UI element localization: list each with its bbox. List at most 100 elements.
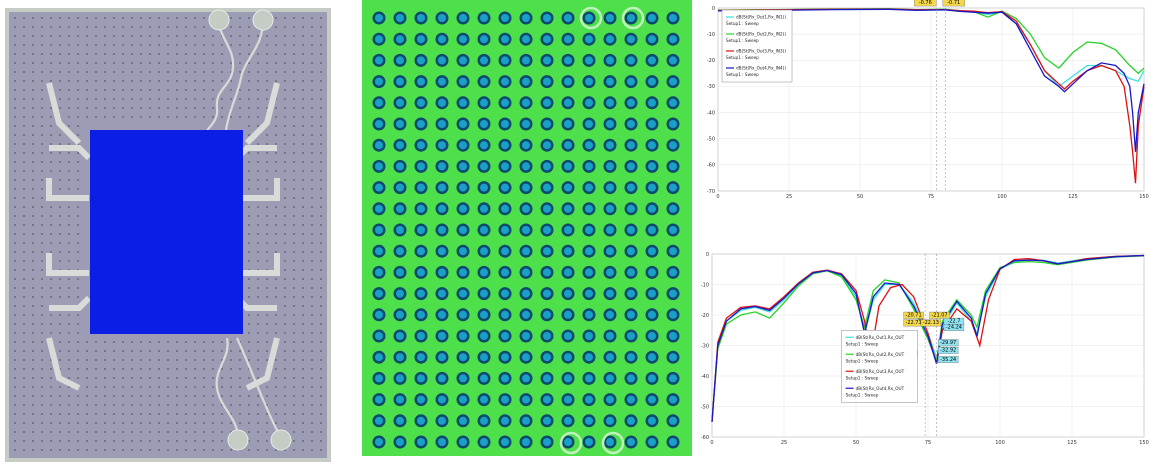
- via-dot: [248, 98, 250, 100]
- via-dot: [32, 152, 34, 154]
- marker-label: -0.71: [947, 0, 960, 6]
- via-dot: [212, 80, 214, 82]
- via-core: [480, 395, 488, 404]
- via-dot: [185, 341, 187, 343]
- via-dot: [77, 53, 79, 55]
- via-dot: [149, 440, 151, 442]
- via-dot: [59, 296, 61, 298]
- via-dot: [149, 44, 151, 46]
- via-dot: [32, 368, 34, 370]
- via-dot: [95, 413, 97, 415]
- via-dot: [248, 161, 250, 163]
- via-dot: [248, 188, 250, 190]
- via-dot: [77, 71, 79, 73]
- via-dot: [23, 260, 25, 262]
- via-dot: [167, 341, 169, 343]
- via-dot: [239, 17, 241, 19]
- via-dot: [95, 35, 97, 37]
- marker-box: [903, 311, 924, 319]
- via-dot: [14, 242, 16, 244]
- via-core: [648, 226, 656, 234]
- via-dot: [320, 107, 322, 109]
- via-dot: [77, 413, 79, 415]
- legend[interactable]: dB(St(Rx_Out1,Rx_IN1))Setup1 : SweepdB(S…: [721, 9, 793, 83]
- via-dot: [14, 215, 16, 217]
- via-dot: [41, 62, 43, 64]
- via-dot: [293, 80, 295, 82]
- via-dot: [113, 107, 115, 109]
- via-core: [669, 204, 677, 213]
- via-dot: [230, 17, 232, 19]
- via-dot: [122, 368, 124, 370]
- via-dot: [140, 368, 142, 370]
- via-dot: [311, 323, 313, 325]
- via-dot: [77, 449, 79, 451]
- via-dot: [248, 422, 250, 424]
- via-dot: [275, 359, 277, 361]
- via-dot: [284, 89, 286, 91]
- via-dot: [320, 413, 322, 415]
- via-dot: [23, 206, 25, 208]
- via-dot: [158, 341, 160, 343]
- via-dot: [14, 152, 16, 154]
- via-core: [501, 56, 509, 65]
- via-dot: [257, 395, 259, 397]
- via-dot: [266, 62, 268, 64]
- via-dot: [50, 413, 52, 415]
- via-dot: [77, 179, 79, 181]
- pad-bottom-2: [270, 429, 292, 451]
- via-dot: [167, 350, 169, 352]
- marker-box: [937, 339, 959, 347]
- via-dot: [275, 323, 277, 325]
- via-dot: [32, 179, 34, 181]
- via-dot: [104, 341, 106, 343]
- via-dot: [14, 287, 16, 289]
- via-dot: [68, 89, 70, 91]
- via-core: [543, 77, 551, 86]
- via-dot: [32, 323, 34, 325]
- via-dot: [320, 44, 322, 46]
- via-dot: [59, 89, 61, 91]
- via-dot: [158, 17, 160, 19]
- via-core: [585, 162, 593, 171]
- via-dot: [167, 35, 169, 37]
- via-dot: [104, 422, 106, 424]
- via-dot: [140, 116, 142, 118]
- via-dot: [59, 179, 61, 181]
- via-core: [522, 289, 530, 298]
- via-dot: [302, 80, 304, 82]
- via-dot: [266, 215, 268, 217]
- via-core: [438, 35, 446, 44]
- via-core: [417, 204, 425, 213]
- via-dot: [14, 125, 16, 127]
- via-dot: [23, 89, 25, 91]
- via-core: [606, 56, 614, 65]
- via-dot: [95, 17, 97, 19]
- via-dot: [41, 386, 43, 388]
- via-dot: [14, 440, 16, 442]
- via-dot: [284, 107, 286, 109]
- via-dot: [32, 143, 34, 145]
- via-dot: [32, 377, 34, 379]
- via-dot: [32, 215, 34, 217]
- via-dot: [293, 71, 295, 73]
- via-dot: [302, 449, 304, 451]
- via-dot: [320, 170, 322, 172]
- via-dot: [248, 296, 250, 298]
- via-dot: [50, 431, 52, 433]
- via-dot: [284, 143, 286, 145]
- via-dot: [104, 44, 106, 46]
- legend-entry-setup: Setup1 : Sweep: [726, 38, 759, 43]
- via-dot: [104, 395, 106, 397]
- via-dot: [257, 161, 259, 163]
- via-core: [459, 14, 467, 22]
- via-dot: [221, 440, 223, 442]
- via-dot: [77, 251, 79, 253]
- via-dot: [131, 359, 133, 361]
- via-dot: [95, 368, 97, 370]
- via-dot: [194, 107, 196, 109]
- package-layout-top-view: [5, 8, 331, 462]
- via-dot: [221, 431, 223, 433]
- via-dot: [230, 449, 232, 451]
